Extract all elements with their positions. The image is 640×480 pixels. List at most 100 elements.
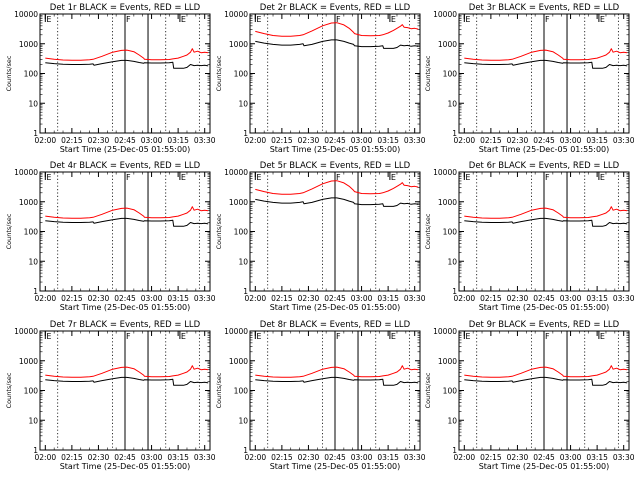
marker-label: F xyxy=(545,332,550,341)
x-tick-label: 02:30 xyxy=(507,136,529,145)
x-axis-label: Start Time (25-Dec-05 01:55:00) xyxy=(270,462,401,471)
x-tick-label: 02:00 xyxy=(454,453,476,462)
x-tick-label: 03:30 xyxy=(613,453,635,462)
y-tick-label: 100 xyxy=(234,387,249,396)
x-tick-label: 02:15 xyxy=(61,294,83,303)
lld-series-line xyxy=(45,48,209,61)
panel-det-6: Det 6r BLACK = Events, RED = LLD 1 10 100 10… xyxy=(424,161,635,312)
y-tick-label: 10000 xyxy=(224,168,248,177)
x-tick-label: 03:30 xyxy=(404,453,426,462)
y-tick-label: 100 xyxy=(24,228,39,237)
marker-label: E xyxy=(181,332,186,341)
x-tick-label: 03:15 xyxy=(377,294,399,303)
x-tick-label: 03:00 xyxy=(351,294,373,303)
y-tick-label: 1000 xyxy=(19,40,38,49)
x-tick-label: 02:45 xyxy=(533,136,555,145)
x-axis-label: Start Time (25-Dec-05 01:55:00) xyxy=(479,462,610,471)
lld-series-line xyxy=(45,206,209,219)
marker-label: E xyxy=(256,15,261,24)
x-tick-label: 02:30 xyxy=(88,136,110,145)
y-tick-label: 10000 xyxy=(224,10,248,19)
panel-det-9: Det 9r BLACK = Events, RED = LLD 1 10 100 10… xyxy=(424,320,635,471)
marker-label: E xyxy=(600,332,605,341)
y-tick-label: 1 xyxy=(243,287,248,296)
y-axis-label: Counts/sec xyxy=(424,372,432,408)
marker-label: F xyxy=(336,15,341,24)
y-tick-label: 1000 xyxy=(229,198,248,207)
x-tick-label: 02:00 xyxy=(454,294,476,303)
y-tick-label: 100 xyxy=(443,228,458,237)
y-tick-label: 10000 xyxy=(224,327,248,336)
y-tick-label: 1000 xyxy=(229,40,248,49)
x-tick-label: 03:15 xyxy=(586,136,608,145)
y-tick-label: 10000 xyxy=(433,10,457,19)
panel-title: Det 4r BLACK = Events, RED = LLD xyxy=(50,161,201,171)
marker-label: E xyxy=(46,173,51,182)
y-axis-label: Counts/sec xyxy=(215,213,223,249)
x-tick-label: 02:30 xyxy=(298,453,320,462)
x-tick-label: 02:45 xyxy=(114,136,136,145)
x-tick-label: 02:00 xyxy=(245,453,267,462)
x-tick-label: 03:00 xyxy=(351,453,373,462)
x-tick-label: 03:00 xyxy=(141,136,163,145)
marker-label: E xyxy=(256,173,261,182)
marker-label: F xyxy=(336,332,341,341)
x-tick-label: 02:45 xyxy=(324,294,346,303)
x-tick-label: 02:15 xyxy=(480,453,502,462)
y-tick-label: 10 xyxy=(447,416,457,425)
panel-det-7: Det 7r BLACK = Events, RED = LLD 1 10 100 10… xyxy=(5,320,216,471)
x-tick-label: 02:45 xyxy=(114,453,136,462)
y-tick-label: 10 xyxy=(447,99,457,108)
x-tick-label: 02:45 xyxy=(324,453,346,462)
y-tick-label: 10000 xyxy=(433,327,457,336)
marker-label: F xyxy=(126,173,131,182)
x-tick-label: 02:45 xyxy=(533,294,555,303)
x-tick-label: 03:00 xyxy=(141,453,163,462)
marker-label: E xyxy=(46,15,51,24)
y-tick-label: 10000 xyxy=(433,168,457,177)
events-series-line xyxy=(255,39,419,49)
x-tick-label: 02:00 xyxy=(35,136,57,145)
x-tick-label: 03:30 xyxy=(404,294,426,303)
y-tick-label: 1000 xyxy=(19,357,38,366)
y-axis-label: Counts/sec xyxy=(5,55,13,91)
x-tick-label: 03:15 xyxy=(377,136,399,145)
lld-series-line xyxy=(255,22,419,37)
x-tick-label: 03:15 xyxy=(167,294,189,303)
y-tick-label: 100 xyxy=(443,387,458,396)
x-tick-label: 02:15 xyxy=(480,136,502,145)
lld-series-line xyxy=(255,180,419,195)
x-tick-label: 03:15 xyxy=(586,294,608,303)
marker-label: E xyxy=(181,15,186,24)
marker-label: E xyxy=(391,173,396,182)
x-tick-label: 03:00 xyxy=(141,294,163,303)
x-axis-label: Start Time (25-Dec-05 01:55:00) xyxy=(60,462,191,471)
x-tick-label: 02:45 xyxy=(114,294,136,303)
marker-label: E xyxy=(391,15,396,24)
x-axis-label: Start Time (25-Dec-05 01:55:00) xyxy=(60,145,191,154)
x-tick-label: 03:30 xyxy=(194,294,216,303)
marker-label: E xyxy=(600,173,605,182)
marker-label: E xyxy=(256,332,261,341)
x-tick-label: 03:00 xyxy=(351,136,373,145)
lld-series-line xyxy=(464,365,628,378)
marker-label: E xyxy=(46,332,51,341)
marker-label: E xyxy=(181,173,186,182)
y-tick-label: 10 xyxy=(238,416,248,425)
x-tick-label: 02:15 xyxy=(271,136,293,145)
y-tick-label: 10 xyxy=(238,99,248,108)
x-tick-label: 03:15 xyxy=(167,136,189,145)
marker-label: F xyxy=(126,15,131,24)
y-tick-label: 100 xyxy=(24,387,39,396)
y-axis-label: Counts/sec xyxy=(424,213,432,249)
panel-title: Det 1r BLACK = Events, RED = LLD xyxy=(50,3,201,13)
x-tick-label: 02:00 xyxy=(454,136,476,145)
y-tick-label: 10 xyxy=(28,416,38,425)
y-axis-label: Counts/sec xyxy=(215,55,223,91)
y-tick-label: 100 xyxy=(234,228,249,237)
x-tick-label: 03:30 xyxy=(613,294,635,303)
x-tick-label: 02:00 xyxy=(35,294,57,303)
panel-det-4: Det 4r BLACK = Events, RED = LLD 1 10 100 10… xyxy=(5,161,216,312)
x-axis-label: Start Time (25-Dec-05 01:55:00) xyxy=(270,145,401,154)
